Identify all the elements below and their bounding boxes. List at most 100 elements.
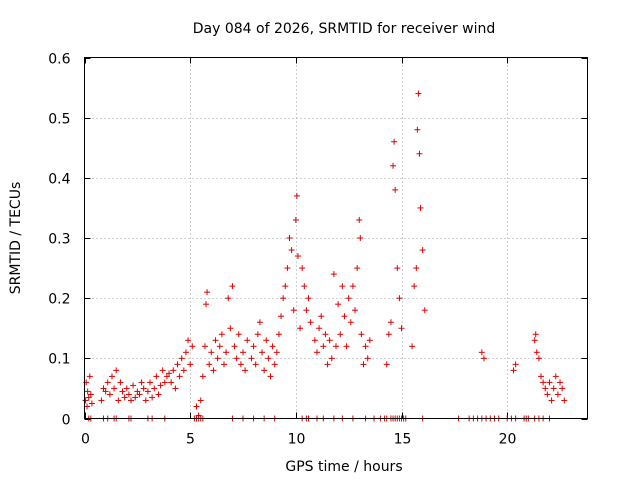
data-point [301,283,308,290]
data-point [280,295,287,302]
x-tick-label: 10 [288,432,306,448]
data-point [161,379,168,386]
data-point [275,331,282,338]
data-point [227,325,234,332]
data-point [391,138,398,145]
data-point [303,307,310,314]
plot-frame [84,57,588,419]
data-point [87,391,94,398]
data-point [149,394,156,401]
data-point [269,343,276,350]
data-point [256,319,263,326]
data-point [102,388,109,395]
data-point [113,367,120,374]
data-point [153,373,160,380]
data-point [341,313,348,320]
data-point [159,367,166,374]
data-point [552,373,559,380]
data-point [187,361,194,368]
data-point [147,379,154,386]
data-point [417,204,424,211]
data-point [248,355,255,362]
data-point [478,349,485,356]
data-point [242,367,249,374]
data-point [240,349,247,356]
data-point [330,271,337,278]
data-point [237,361,244,368]
data-point [554,391,561,398]
data-point [229,283,236,290]
data-point [98,397,105,404]
data-point [166,370,173,377]
data-point [121,394,128,401]
data-point [318,313,325,320]
data-point [117,379,124,386]
data-point [333,343,339,350]
data-point [140,385,147,392]
data-point [233,355,240,362]
data-point [278,313,285,320]
data-point [544,391,551,398]
axis-layer: 0 0.1 0.2 0.3 0.4 0.5 0.6 0 5 10 15 20 [48,52,588,448]
x-tick-label: 15 [394,432,412,448]
data-point [185,337,192,344]
data-point [273,349,280,356]
data-point [254,331,261,338]
data-point [290,307,297,314]
data-point [231,343,238,350]
data-point [136,391,143,398]
data-point [480,355,487,362]
data-point [108,373,115,380]
data-point [550,385,557,392]
data-point [127,397,134,404]
data-point [174,361,181,368]
data-point [385,331,392,338]
data-point [415,90,422,97]
data-point [510,367,517,374]
data-point [168,379,175,386]
data-point [421,307,428,314]
data-point [214,355,221,362]
data-point [86,373,93,380]
data-point [157,382,164,389]
data-point [261,367,268,374]
data-point [387,319,394,326]
data-point [204,289,211,296]
data-point [163,373,170,380]
data-point [546,379,553,386]
data-point [106,391,113,398]
data-point [409,343,416,350]
data-point [396,295,403,302]
data-point [210,367,217,374]
y-axis-label: SRMTID / TECUs [8,182,24,295]
chart-title: Day 084 of 2026, SRMTID for receiver win… [193,21,496,37]
data-point [225,295,232,302]
data-point [144,388,151,395]
data-point [100,385,107,392]
data-point [512,361,519,368]
data-point [345,295,352,302]
data-point [532,331,539,338]
data-point [324,361,331,368]
data-point [320,343,327,350]
data-point [561,397,568,404]
data-point [123,385,130,392]
data-point [343,343,350,350]
data-point [267,373,274,380]
data-point [347,319,354,326]
data-point [220,361,227,368]
data-point [297,325,304,332]
data-point [271,361,278,368]
data-point [293,192,300,199]
y-tick-label: 0.4 [48,172,70,188]
y-tick-label: 0.5 [48,112,70,128]
data-point [411,283,418,290]
data-point [392,186,399,193]
y-tick-label: 0.6 [48,52,70,68]
data-point [414,126,421,133]
data-point [199,373,206,380]
data-point [419,247,426,254]
data-point [178,355,185,362]
data-point [84,403,91,410]
